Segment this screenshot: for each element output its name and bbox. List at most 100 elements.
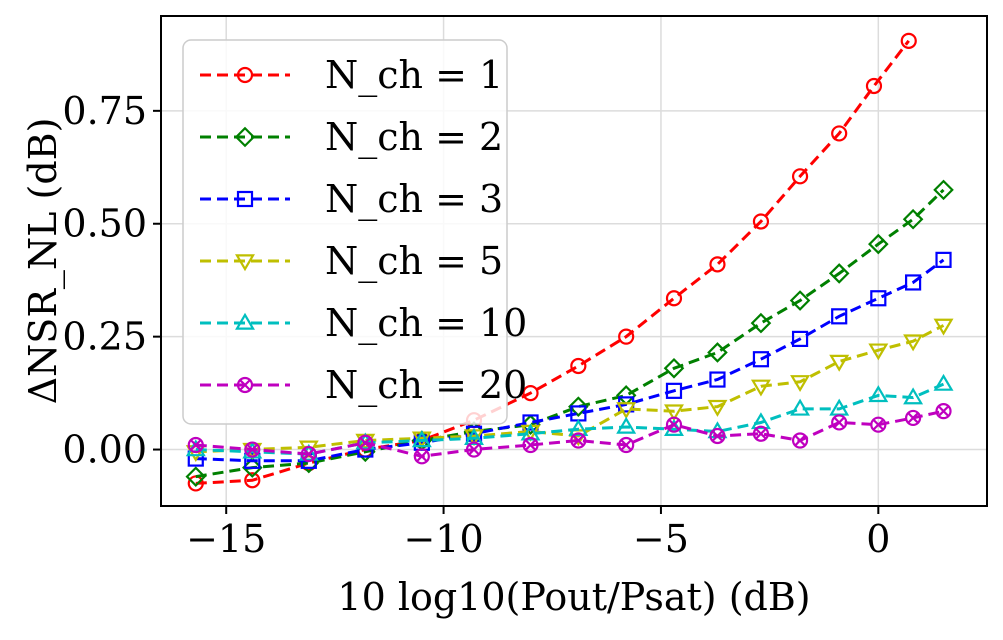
data-point-square <box>831 308 848 325</box>
series-line <box>195 382 945 456</box>
data-point-triangle-down <box>235 254 255 272</box>
data-point-triangle-up <box>411 430 432 448</box>
data-point-x-circle <box>244 441 261 458</box>
data-point-x-circle <box>187 436 204 454</box>
x-tick-label: −10 <box>403 517 483 561</box>
data-point-square <box>522 414 539 431</box>
data-point-triangle-up <box>568 419 589 436</box>
y-tick-label: 0.75 <box>62 89 147 133</box>
data-point-x-circle <box>935 403 952 420</box>
data-point-diamond <box>241 457 263 478</box>
data-point-diamond <box>933 179 954 201</box>
data-point-triangle-down <box>616 402 637 420</box>
x-axis-label: 10 log10(Pout/Psat) (dB) <box>337 575 810 619</box>
data-point-diamond <box>568 396 589 417</box>
legend-entry: N_ch = 1 <box>200 53 503 98</box>
data-point-square <box>236 190 254 208</box>
legend-label: N_ch = 5 <box>325 239 503 284</box>
data-point-x-circle <box>236 376 254 394</box>
series <box>187 251 952 469</box>
data-point-circle <box>570 357 587 375</box>
legend-entry: N_ch = 2 <box>200 115 503 160</box>
data-point-triangle-up <box>750 412 771 430</box>
data-point-x-circle <box>413 448 430 465</box>
legend-label: N_ch = 20 <box>325 363 527 408</box>
legend-entry: N_ch = 5 <box>200 239 503 284</box>
data-point-circle <box>752 213 770 230</box>
data-point-circle <box>865 77 883 95</box>
data-point-x-circle <box>870 416 887 433</box>
y-tick-label: 0.00 <box>62 428 147 472</box>
data-point-triangle-up <box>464 428 484 445</box>
data-point-square <box>244 452 261 469</box>
plot-frame <box>160 15 988 507</box>
data-point-circle <box>831 125 848 142</box>
data-point-x-circle <box>752 425 770 442</box>
data-point-circle <box>522 384 539 402</box>
data-point-diamond <box>707 342 728 363</box>
data-point-square <box>870 290 887 307</box>
data-point-square <box>904 274 922 291</box>
series-lines <box>185 32 954 492</box>
y-tick-label: 0.25 <box>62 315 147 359</box>
legend-entry: N_ch = 3 <box>200 177 503 222</box>
axis-ticks: −15 −10 −5 0 0.00 0.25 0.50 0.75 <box>62 89 890 561</box>
data-point-triangle-down <box>903 334 924 352</box>
data-point-diamond <box>789 290 811 311</box>
data-point-circle <box>618 328 635 345</box>
data-point-square <box>665 382 683 399</box>
data-point-x-circle <box>709 427 726 445</box>
legend-box <box>182 39 508 425</box>
data-point-x-circle <box>791 432 809 449</box>
data-point-triangle-down <box>829 354 850 372</box>
data-point-x-circle <box>522 436 539 454</box>
data-point-x-circle <box>618 436 635 454</box>
data-point-diamond <box>828 263 850 284</box>
x-tick-label: −15 <box>186 517 266 561</box>
data-point-x-circle <box>570 432 587 449</box>
data-point-x-circle <box>300 445 317 463</box>
y-tick-label: 0.50 <box>62 202 147 246</box>
x-tick-label: −5 <box>633 517 689 561</box>
data-point-diamond <box>185 466 207 487</box>
legend-label: N_ch = 2 <box>325 115 503 160</box>
data-point-triangle-up <box>355 432 376 450</box>
data-point-triangle-down <box>790 375 811 393</box>
y-axis-label: ΔNSR_NL (dB) <box>21 118 66 405</box>
data-point-square <box>709 371 726 388</box>
series-line <box>195 188 945 479</box>
data-point-diamond <box>663 357 685 379</box>
data-point-diamond <box>902 208 924 230</box>
series-line <box>195 258 945 463</box>
data-point-circle <box>709 256 726 273</box>
data-point-x-circle <box>465 441 483 458</box>
data-point-x-circle <box>357 434 374 451</box>
legend: N_ch = 1 N_ch = 2 N_ch = 3 N_ch = 5 N_ch = 1… <box>182 39 527 425</box>
data-point-diamond <box>750 312 772 334</box>
data-point-triangle-up <box>616 416 637 434</box>
data-point-circle <box>244 472 261 489</box>
data-point-square <box>935 251 952 268</box>
data-point-triangle-down <box>664 404 684 422</box>
data-point-triangle-down <box>868 343 889 361</box>
data-point-triangle-down <box>933 318 954 336</box>
data-point-triangle-down <box>750 379 771 397</box>
data-point-triangle-up <box>903 387 924 405</box>
data-point-circle <box>900 32 917 49</box>
data-point-x-circle <box>665 416 683 433</box>
legend-label: N_ch = 1 <box>325 53 503 98</box>
data-point-diamond <box>234 126 256 148</box>
data-point-triangle-up <box>790 398 811 416</box>
data-point-triangle-down <box>707 399 728 417</box>
x-tick-label: 0 <box>866 517 890 561</box>
data-point-square <box>791 330 809 348</box>
data-point-triangle-up <box>235 312 255 330</box>
legend-label: N_ch = 3 <box>325 177 503 222</box>
data-point-circle <box>791 168 809 185</box>
legend-entry: N_ch = 20 <box>200 363 527 408</box>
data-point-circle <box>236 66 254 84</box>
data-point-triangle-up <box>868 385 889 403</box>
data-point-x-circle <box>904 409 922 427</box>
